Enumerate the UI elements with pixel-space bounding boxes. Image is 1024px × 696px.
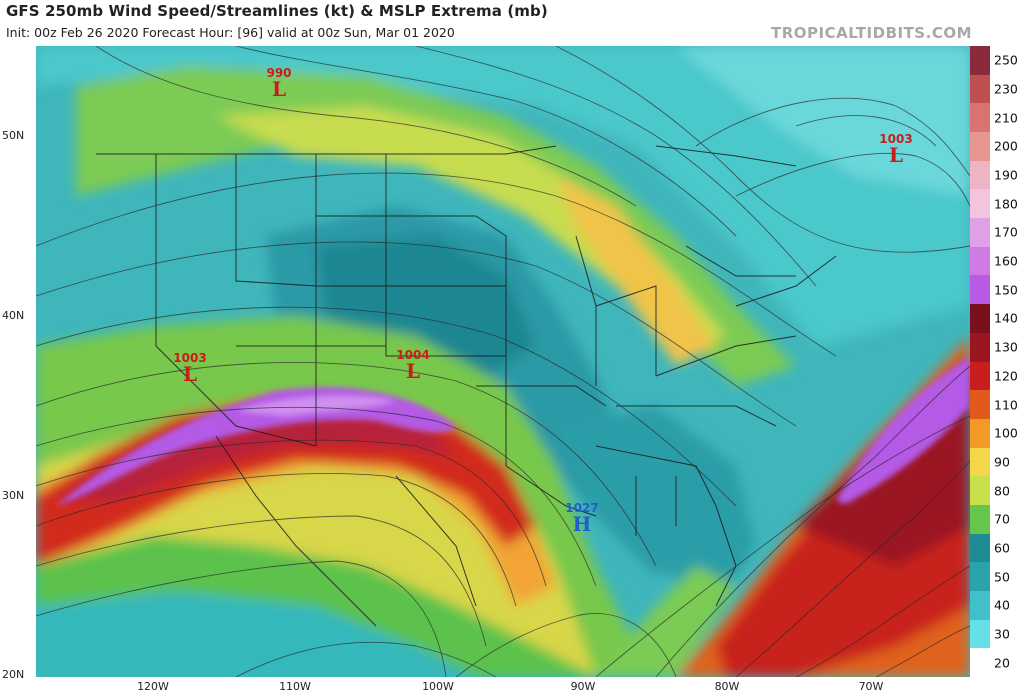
colorbar-swatch — [970, 103, 990, 133]
colorbar-label: 110 — [994, 397, 1018, 413]
colorbar-swatch — [970, 447, 990, 477]
wind-speed-colorbar: 250 230 210 200 190 180 170 160 150 140 130 120 110 1… — [970, 46, 1024, 678]
colorbar-swatch — [970, 304, 990, 334]
wind-speed-field — [36, 46, 970, 677]
colorbar-label: 160 — [994, 253, 1018, 269]
colorbar-swatch — [970, 332, 990, 362]
wind-map: 990 L 1003 L 1003 L 1004 L 1027 H — [36, 46, 970, 677]
lat-label: 40N — [2, 309, 25, 322]
colorbar-swatch — [970, 648, 990, 678]
low-pressure-center: 1003 L — [173, 351, 207, 386]
colorbar-swatch — [970, 418, 990, 448]
low-pressure-center: 990 L — [266, 66, 292, 101]
lat-label: 50N — [2, 129, 25, 142]
colorbar-swatch — [970, 160, 990, 190]
chart-title: GFS 250mb Wind Speed/Streamlines (kt) & … — [6, 2, 548, 20]
colorbar-label: 200 — [994, 138, 1018, 154]
colorbar-swatch — [970, 361, 990, 391]
lat-label: 20N — [2, 668, 25, 681]
brand-watermark: TROPICALTIDBITS.COM — [771, 24, 972, 42]
colorbar-label: 150 — [994, 282, 1018, 298]
low-pressure-center: 1004 L — [396, 348, 430, 383]
lon-label: 120W — [137, 680, 169, 693]
header: GFS 250mb Wind Speed/Streamlines (kt) & … — [0, 0, 1024, 46]
colorbar-swatch — [970, 390, 990, 420]
colorbar-label: 250 — [994, 52, 1018, 68]
colorbar-swatch — [970, 590, 990, 620]
colorbar-label: 30 — [994, 626, 1010, 642]
colorbar-label: 20 — [994, 655, 1010, 671]
colorbar-swatch — [970, 218, 990, 248]
colorbar-label: 90 — [994, 454, 1010, 470]
colorbar-label: 40 — [994, 597, 1010, 613]
colorbar-label: 190 — [994, 167, 1018, 183]
low-pressure-center: 1003 L — [879, 132, 913, 167]
colorbar-label: 100 — [994, 425, 1018, 441]
colorbar-swatch — [970, 189, 990, 219]
colorbar-label: 180 — [994, 196, 1018, 212]
colorbar-label: 120 — [994, 368, 1018, 384]
colorbar-label: 230 — [994, 81, 1018, 97]
lat-label: 30N — [2, 489, 25, 502]
lon-label: 70W — [858, 680, 884, 693]
chart-subtitle: Init: 00z Feb 26 2020 Forecast Hour: [96… — [6, 25, 455, 40]
colorbar-swatch — [970, 619, 990, 649]
colorbar-label: 60 — [994, 540, 1010, 556]
colorbar-label: 140 — [994, 310, 1018, 326]
lon-label: 90W — [570, 680, 596, 693]
colorbar-label: 70 — [994, 511, 1010, 527]
colorbar-label: 170 — [994, 224, 1018, 240]
lon-label: 80W — [714, 680, 740, 693]
colorbar-swatch — [970, 46, 990, 75]
colorbar-label: 50 — [994, 569, 1010, 585]
colorbar-swatch — [970, 533, 990, 563]
colorbar-swatch — [970, 246, 990, 276]
high-pressure-center: 1027 H — [565, 501, 599, 536]
colorbar-swatch — [970, 562, 990, 592]
colorbar-label: 80 — [994, 483, 1010, 499]
colorbar-swatch — [970, 275, 990, 305]
lon-label: 100W — [422, 680, 454, 693]
colorbar-swatch — [970, 74, 990, 104]
colorbar-label: 210 — [994, 110, 1018, 126]
colorbar-swatch — [970, 476, 990, 506]
colorbar-swatch — [970, 504, 990, 534]
lon-label: 110W — [279, 680, 311, 693]
colorbar-label: 130 — [994, 339, 1018, 355]
colorbar-swatch — [970, 132, 990, 162]
